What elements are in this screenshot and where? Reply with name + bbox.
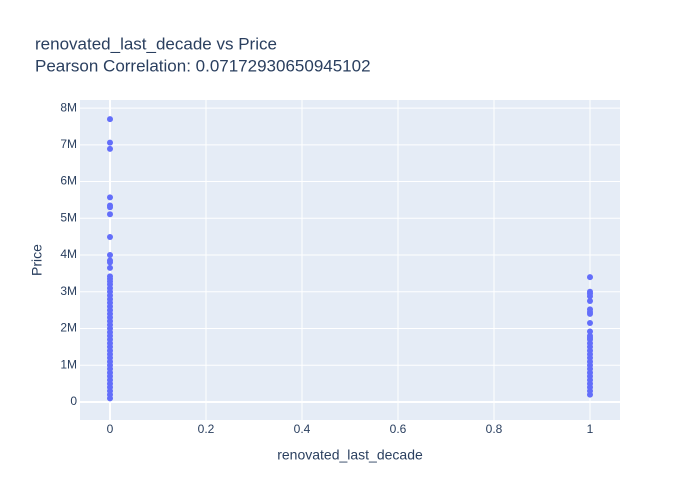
point: [107, 116, 113, 123]
chart-title: renovated_last_decade vs Price: [35, 34, 277, 53]
x-tick-label: 1: [587, 422, 594, 436]
x-tick-label: 0: [107, 422, 114, 436]
x-tick-label: 0.2: [198, 422, 215, 436]
point: [107, 194, 113, 201]
point: [587, 310, 593, 317]
y-tick-label: 1M: [60, 357, 77, 371]
x-tick-label: 0.4: [294, 422, 311, 436]
y-axis-title: Price: [29, 244, 45, 276]
point: [107, 211, 113, 218]
point: [107, 139, 113, 146]
x-axis-title: renovated_last_decade: [277, 447, 423, 463]
point: [587, 391, 593, 398]
y-tick-label: 0: [70, 394, 77, 408]
y-tick-label: 7M: [60, 137, 77, 151]
x-tick-label: 0.8: [486, 422, 503, 436]
point: [107, 395, 113, 402]
plot-area: [80, 100, 620, 420]
point: [107, 264, 113, 271]
x-tick-label: 0.6: [390, 422, 407, 436]
chart-subtitle: Pearson Correlation: 0.07172930650945102: [35, 56, 371, 75]
y-tick-label: 2M: [60, 321, 77, 335]
point: [107, 259, 113, 266]
point: [587, 328, 593, 335]
point: [587, 320, 593, 327]
point: [107, 204, 113, 211]
y-tick-label: 3M: [60, 284, 77, 298]
y-tick-label: 4M: [60, 247, 77, 261]
y-tick-label: 5M: [60, 210, 77, 224]
point: [587, 297, 593, 304]
point: [587, 274, 593, 281]
point: [587, 293, 593, 300]
point: [107, 234, 113, 241]
point: [107, 252, 113, 259]
y-tick-label: 6M: [60, 174, 77, 188]
y-tick-label: 8M: [60, 100, 77, 114]
point: [107, 145, 113, 152]
